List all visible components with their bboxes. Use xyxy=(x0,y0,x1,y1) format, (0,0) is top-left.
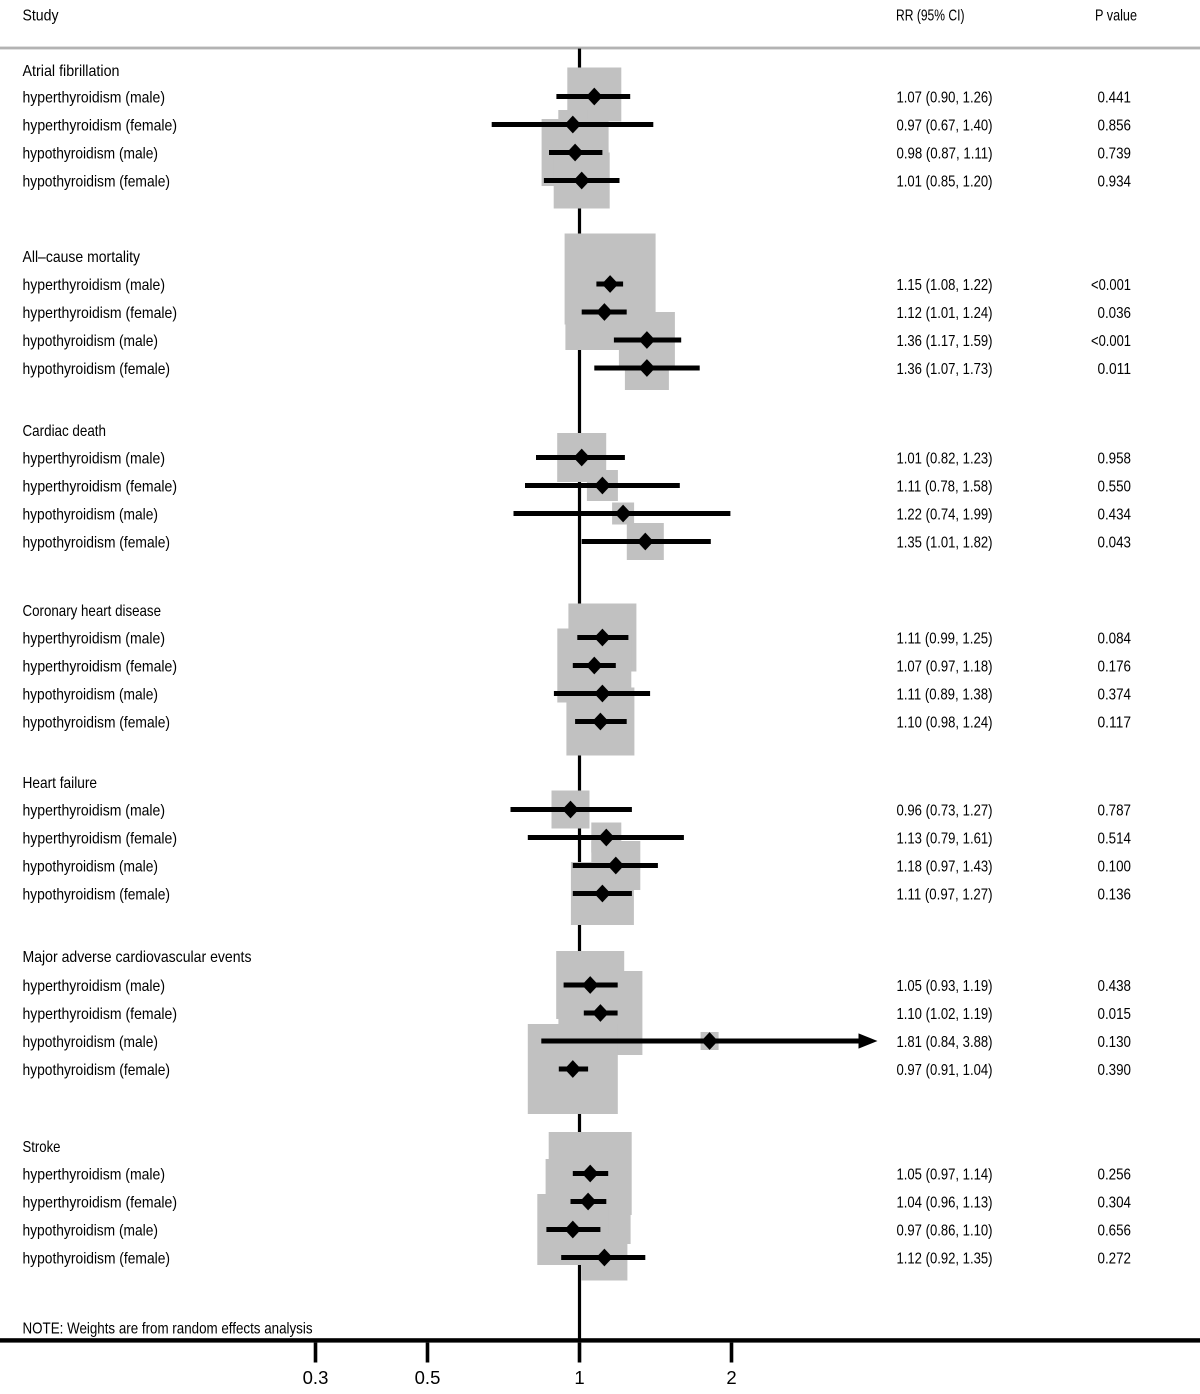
svg-text:0.100: 0.100 xyxy=(1098,858,1132,875)
svg-text:1.07 (0.90, 1.26): 1.07 (0.90, 1.26) xyxy=(897,89,993,106)
svg-text:1.04 (0.96, 1.13): 1.04 (0.96, 1.13) xyxy=(897,1194,993,1211)
svg-text:0.98 (0.87, 1.11): 0.98 (0.87, 1.11) xyxy=(897,145,993,162)
svg-text:Stroke: Stroke xyxy=(23,1139,61,1156)
svg-text:1.36 (1.07, 1.73): 1.36 (1.07, 1.73) xyxy=(897,361,993,378)
svg-text:hypothyroidism (male): hypothyroidism (male) xyxy=(23,1222,159,1239)
svg-text:<0.001: <0.001 xyxy=(1091,277,1131,294)
svg-text:hypothyroidism (female): hypothyroidism (female) xyxy=(23,1250,171,1267)
svg-text:1.11 (0.78, 1.58): 1.11 (0.78, 1.58) xyxy=(897,478,993,495)
svg-text:0.304: 0.304 xyxy=(1098,1194,1132,1211)
svg-text:0.514: 0.514 xyxy=(1098,830,1132,847)
svg-text:0.434: 0.434 xyxy=(1098,506,1132,523)
svg-text:hyperthyroidism (female): hyperthyroidism (female) xyxy=(23,658,178,675)
svg-text:0.958: 0.958 xyxy=(1098,450,1132,467)
svg-text:hyperthyroidism (female): hyperthyroidism (female) xyxy=(23,830,178,847)
svg-text:hypothyroidism (female): hypothyroidism (female) xyxy=(23,1062,171,1079)
svg-text:Heart failure: Heart failure xyxy=(23,775,98,792)
svg-text:0.136: 0.136 xyxy=(1098,886,1132,903)
svg-text:0.130: 0.130 xyxy=(1098,1034,1132,1051)
svg-text:0.97 (0.86, 1.10): 0.97 (0.86, 1.10) xyxy=(897,1222,993,1239)
svg-text:Cardiac death: Cardiac death xyxy=(23,423,107,440)
svg-text:1.35 (1.01, 1.82): 1.35 (1.01, 1.82) xyxy=(897,534,993,551)
svg-text:hypothyroidism (male): hypothyroidism (male) xyxy=(23,333,159,350)
svg-text:Coronary heart disease: Coronary heart disease xyxy=(23,603,162,620)
svg-text:hypothyroidism (female): hypothyroidism (female) xyxy=(23,173,171,190)
svg-text:1.07 (0.97, 1.18): 1.07 (0.97, 1.18) xyxy=(897,658,993,675)
svg-text:0.256: 0.256 xyxy=(1098,1166,1132,1183)
svg-text:1.11 (0.97, 1.27): 1.11 (0.97, 1.27) xyxy=(897,886,993,903)
svg-text:Major adverse cardiovascular e: Major adverse cardiovascular events xyxy=(23,949,252,966)
svg-text:1.05 (0.93, 1.19): 1.05 (0.93, 1.19) xyxy=(897,978,993,995)
svg-text:All–cause mortality: All–cause mortality xyxy=(23,249,141,266)
svg-text:1.18 (0.97, 1.43): 1.18 (0.97, 1.43) xyxy=(897,858,993,875)
svg-text:hyperthyroidism (male): hyperthyroidism (male) xyxy=(23,802,166,819)
svg-text:0.656: 0.656 xyxy=(1098,1222,1132,1239)
svg-text:NOTE: Weights are from random: NOTE: Weights are from random effects an… xyxy=(23,1321,313,1338)
svg-text:0.390: 0.390 xyxy=(1098,1062,1132,1079)
svg-text:Study: Study xyxy=(23,8,59,25)
svg-text:hyperthyroidism (male): hyperthyroidism (male) xyxy=(23,630,166,647)
svg-text:0.272: 0.272 xyxy=(1098,1250,1132,1267)
svg-text:1.36 (1.17, 1.59): 1.36 (1.17, 1.59) xyxy=(897,333,993,350)
svg-text:hypothyroidism (male): hypothyroidism (male) xyxy=(23,1034,159,1051)
svg-text:hyperthyroidism (male): hyperthyroidism (male) xyxy=(23,89,166,106)
svg-text:0.011: 0.011 xyxy=(1098,361,1132,378)
svg-text:1.11 (0.89, 1.38): 1.11 (0.89, 1.38) xyxy=(897,686,993,703)
svg-text:0.856: 0.856 xyxy=(1098,117,1132,134)
svg-text:1.15 (1.08, 1.22): 1.15 (1.08, 1.22) xyxy=(897,277,993,294)
svg-text:0.97 (0.91, 1.04): 0.97 (0.91, 1.04) xyxy=(897,1062,993,1079)
svg-text:hypothyroidism (male): hypothyroidism (male) xyxy=(23,686,159,703)
svg-text:hyperthyroidism (male): hyperthyroidism (male) xyxy=(23,450,166,467)
svg-text:hypothyroidism (male): hypothyroidism (male) xyxy=(23,506,159,523)
svg-text:2: 2 xyxy=(726,1367,736,1388)
svg-text:hypothyroidism (male): hypothyroidism (male) xyxy=(23,145,159,162)
svg-text:hypothyroidism (male): hypothyroidism (male) xyxy=(23,858,159,875)
svg-text:hyperthyroidism (male): hyperthyroidism (male) xyxy=(23,277,166,294)
svg-text:hyperthyroidism (female): hyperthyroidism (female) xyxy=(23,1194,178,1211)
svg-text:1.10 (1.02, 1.19): 1.10 (1.02, 1.19) xyxy=(897,1006,993,1023)
svg-text:hyperthyroidism (female): hyperthyroidism (female) xyxy=(23,478,178,495)
svg-text:hypothyroidism (female): hypothyroidism (female) xyxy=(23,361,171,378)
svg-text:hypothyroidism (female): hypothyroidism (female) xyxy=(23,534,171,551)
svg-text:1.81 (0.84, 3.88): 1.81 (0.84, 3.88) xyxy=(897,1034,993,1051)
svg-text:1.01 (0.82, 1.23): 1.01 (0.82, 1.23) xyxy=(897,450,993,467)
svg-text:Atrial fibrillation: Atrial fibrillation xyxy=(23,63,120,80)
svg-text:hyperthyroidism (female): hyperthyroidism (female) xyxy=(23,305,178,322)
svg-text:0.787: 0.787 xyxy=(1098,802,1132,819)
svg-text:0.441: 0.441 xyxy=(1098,89,1132,106)
svg-text:0.374: 0.374 xyxy=(1098,686,1132,703)
svg-text:P value: P value xyxy=(1095,8,1137,25)
svg-text:hypothyroidism (female): hypothyroidism (female) xyxy=(23,886,171,903)
svg-text:0.97 (0.67, 1.40): 0.97 (0.67, 1.40) xyxy=(897,117,993,134)
svg-text:0.084: 0.084 xyxy=(1098,630,1132,647)
svg-text:0.3: 0.3 xyxy=(303,1367,329,1388)
svg-text:hypothyroidism (female): hypothyroidism (female) xyxy=(23,714,171,731)
svg-text:1.13 (0.79, 1.61): 1.13 (0.79, 1.61) xyxy=(897,830,993,847)
svg-text:0.015: 0.015 xyxy=(1098,1006,1132,1023)
svg-text:1.12 (1.01, 1.24): 1.12 (1.01, 1.24) xyxy=(897,305,993,322)
svg-text:0.117: 0.117 xyxy=(1098,714,1132,731)
svg-text:hyperthyroidism (female): hyperthyroidism (female) xyxy=(23,117,178,134)
svg-text:1.01 (0.85, 1.20): 1.01 (0.85, 1.20) xyxy=(897,173,993,190)
svg-text:hyperthyroidism (male): hyperthyroidism (male) xyxy=(23,978,166,995)
svg-text:0.934: 0.934 xyxy=(1098,173,1132,190)
svg-text:1.22 (0.74, 1.99): 1.22 (0.74, 1.99) xyxy=(897,506,993,523)
svg-text:0.043: 0.043 xyxy=(1098,534,1132,551)
svg-text:<0.001: <0.001 xyxy=(1091,333,1131,350)
svg-text:0.5: 0.5 xyxy=(415,1367,441,1388)
svg-text:1.05 (0.97, 1.14): 1.05 (0.97, 1.14) xyxy=(897,1166,993,1183)
svg-text:hyperthyroidism (male): hyperthyroidism (male) xyxy=(23,1166,166,1183)
svg-text:0.550: 0.550 xyxy=(1098,478,1132,495)
svg-text:hyperthyroidism (female): hyperthyroidism (female) xyxy=(23,1006,178,1023)
svg-text:1.12 (0.92, 1.35): 1.12 (0.92, 1.35) xyxy=(897,1250,993,1267)
svg-text:1.10 (0.98, 1.24): 1.10 (0.98, 1.24) xyxy=(897,714,993,731)
svg-text:RR (95% CI): RR (95% CI) xyxy=(896,8,965,25)
svg-text:0.438: 0.438 xyxy=(1098,978,1132,995)
svg-text:0.739: 0.739 xyxy=(1098,145,1132,162)
svg-text:1.11 (0.99, 1.25): 1.11 (0.99, 1.25) xyxy=(897,630,993,647)
svg-text:0.176: 0.176 xyxy=(1098,658,1132,675)
svg-text:0.036: 0.036 xyxy=(1098,305,1132,322)
svg-text:0.96 (0.73, 1.27): 0.96 (0.73, 1.27) xyxy=(897,802,993,819)
svg-text:1: 1 xyxy=(574,1367,584,1388)
